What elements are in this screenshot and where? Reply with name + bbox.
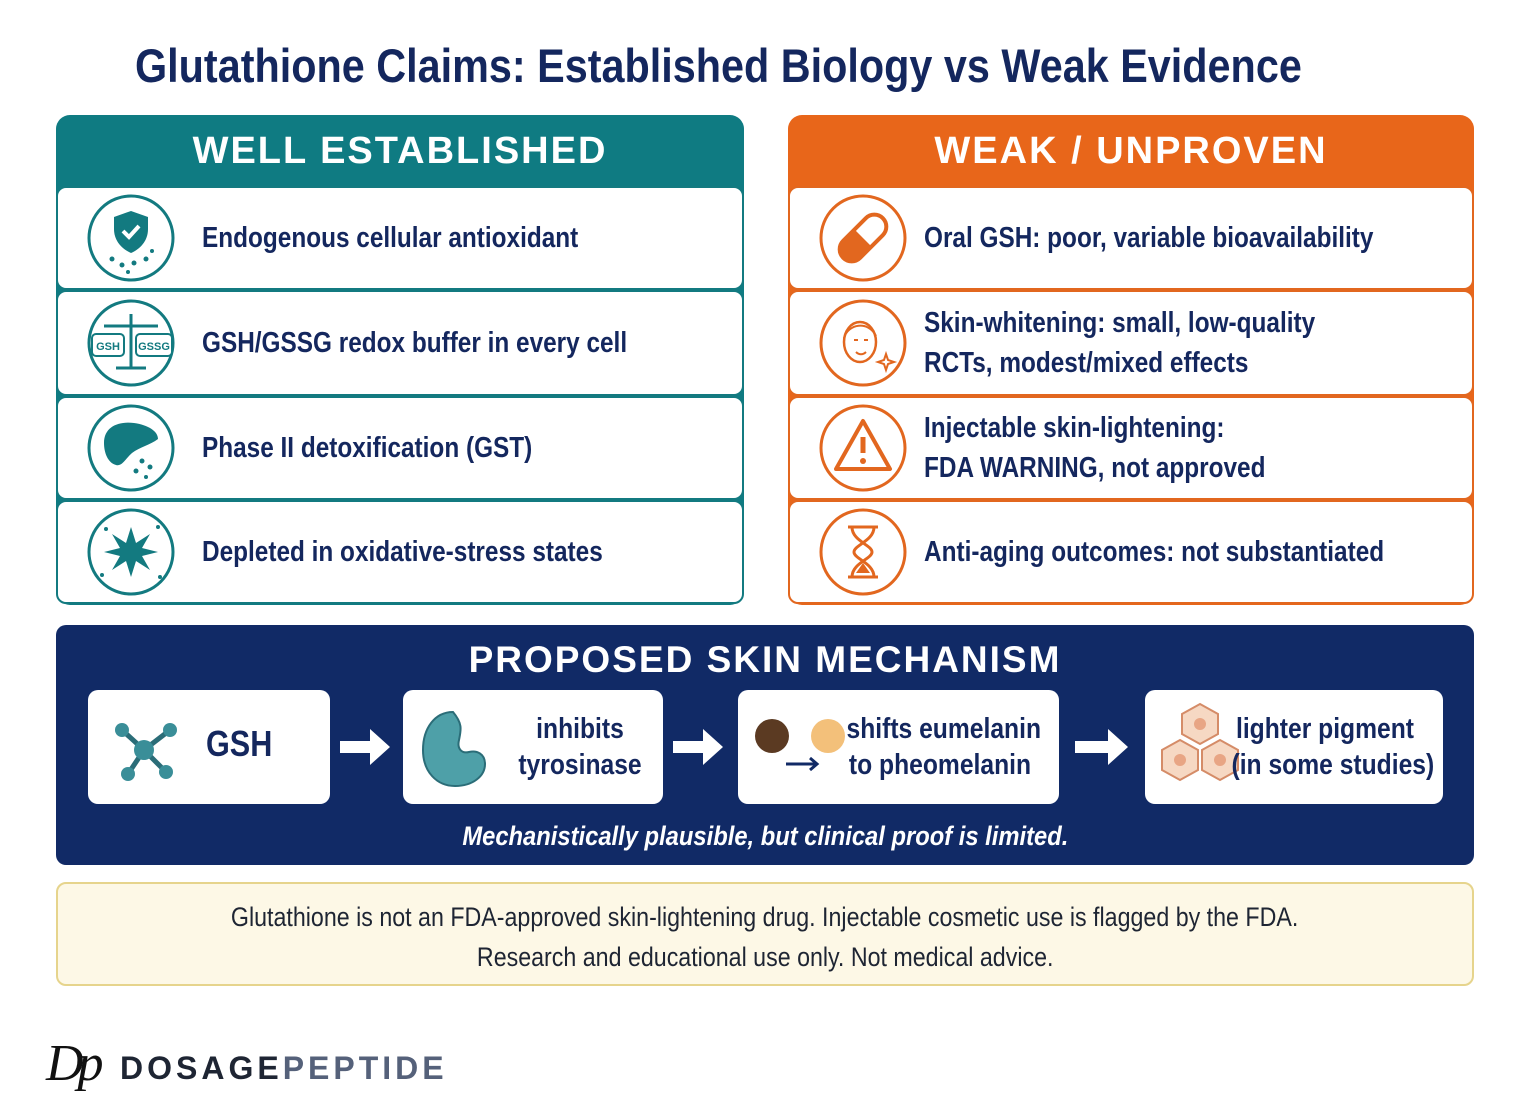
step-text: shifts eumelanin to pheomelanin bbox=[830, 711, 1050, 783]
icon bbox=[87, 194, 175, 282]
text-line: Injectable skin-lightening: bbox=[924, 412, 1225, 444]
claim-text: Skin-whitening: small, low-quality RCTs, … bbox=[924, 303, 1390, 383]
icon: GSH GSSG bbox=[87, 299, 175, 387]
claim-row: Skin-whitening: small, low-quality RCTs, … bbox=[788, 290, 1474, 396]
icon bbox=[87, 404, 175, 492]
text-line: lighter pigment bbox=[1235, 713, 1415, 745]
step-text: GSH bbox=[200, 726, 280, 762]
mechanism-caption: Mechanistically plausible, but clinical … bbox=[56, 821, 1474, 852]
text-line: Anti-aging outcomes: not substantiated bbox=[924, 536, 1385, 568]
text-line: tyrosinase bbox=[518, 749, 642, 781]
brand-dark: DOSAGE bbox=[120, 1050, 283, 1086]
text-line: Phase II detoxification (GST) bbox=[202, 432, 533, 464]
claim-row: Endogenous cellular antioxidant bbox=[56, 186, 744, 290]
mechanism-step: inhibits tyrosinase bbox=[403, 690, 663, 804]
text-line: to pheomelanin bbox=[848, 749, 1032, 781]
icon bbox=[115, 723, 177, 781]
icon bbox=[819, 194, 907, 282]
text-line: Depleted in oxidative-stress states bbox=[202, 536, 603, 568]
icon bbox=[819, 508, 907, 596]
claim-row: Injectable skin-lightening: FDA WARNING, … bbox=[788, 396, 1474, 500]
step-text: inhibits tyrosinase bbox=[470, 711, 690, 783]
mechanism-heading: PROPOSED SKIN MECHANISM bbox=[468, 639, 1062, 680]
text-line: FDA WARNING, not approved bbox=[924, 452, 1266, 484]
text-line: Skin-whitening: small, low-quality bbox=[924, 307, 1316, 339]
claim-text: Oral GSH: poor, variable bioavailability bbox=[924, 218, 1459, 258]
brand-light: PEPTIDE bbox=[282, 1050, 448, 1086]
icon bbox=[819, 404, 907, 492]
icon-label: GSH bbox=[96, 341, 120, 353]
text-line: RCTs, modest/mixed effects bbox=[924, 347, 1249, 379]
icon bbox=[1161, 702, 1239, 782]
icon bbox=[819, 299, 907, 387]
disclaimer-line: Research and educational use only. Not m… bbox=[58, 937, 1472, 977]
claim-text: Anti-aging outcomes: not substantiated bbox=[924, 532, 1472, 572]
text-line: inhibits bbox=[536, 713, 624, 745]
caption-text: Mechanistically plausible, but clinical … bbox=[461, 821, 1069, 851]
claim-text: Endogenous cellular antioxidant bbox=[202, 218, 650, 258]
text-line: Oral GSH: poor, variable bioavailability bbox=[924, 222, 1374, 254]
icon bbox=[421, 710, 487, 788]
text-line: Endogenous cellular antioxidant bbox=[202, 222, 579, 254]
icon bbox=[87, 508, 175, 596]
mechanism-step: GSH bbox=[88, 690, 330, 804]
text-line: (in some studies) bbox=[1231, 749, 1435, 781]
claim-row: Phase II detoxification (GST) bbox=[56, 396, 744, 500]
claim-text: Injectable skin-lightening: FDA WARNING, … bbox=[924, 408, 1331, 488]
text: Glutathione is not an FDA-approved skin-… bbox=[231, 902, 1299, 932]
panel-heading: WELL ESTABLISHED bbox=[192, 129, 608, 172]
icon bbox=[755, 719, 845, 772]
claim-row: GSH GSSG GSH/GSSG redox buffer in every ce… bbox=[56, 290, 744, 396]
step-text: lighter pigment (in some studies) bbox=[1215, 711, 1435, 783]
title: Glutathione Claims: Established Biology … bbox=[135, 39, 1302, 92]
brand-monogram: Dp bbox=[46, 1035, 104, 1092]
panel-heading: WEAK / UNPROVEN bbox=[934, 129, 1328, 172]
claim-text: Depleted in oxidative-stress states bbox=[202, 532, 679, 572]
claim-row: Depleted in oxidative-stress states bbox=[56, 500, 744, 604]
brand-name: DOSAGEPEPTIDE bbox=[120, 1050, 448, 1087]
disclaimer-line: Glutathione is not an FDA-approved skin-… bbox=[58, 897, 1472, 937]
text-line: GSH/GSSG redox buffer in every cell bbox=[202, 327, 628, 359]
text-line: GSH bbox=[206, 723, 273, 764]
claim-row: Anti-aging outcomes: not substantiated bbox=[788, 500, 1474, 604]
claim-text: Phase II detoxification (GST) bbox=[202, 428, 595, 468]
claim-text: GSH/GSSG redox buffer in every cell bbox=[202, 323, 708, 363]
text-line: shifts eumelanin bbox=[846, 713, 1042, 745]
icon-label: GSSG bbox=[138, 341, 170, 353]
claim-row: Oral GSH: poor, variable bioavailability bbox=[788, 186, 1474, 290]
text: Research and educational use only. Not m… bbox=[476, 942, 1054, 972]
mechanism-step: lighter pigment (in some studies) bbox=[1145, 690, 1443, 804]
mechanism-step: shifts eumelanin to pheomelanin bbox=[738, 690, 1059, 804]
disclaimer: Glutathione is not an FDA-approved skin-… bbox=[56, 882, 1474, 986]
